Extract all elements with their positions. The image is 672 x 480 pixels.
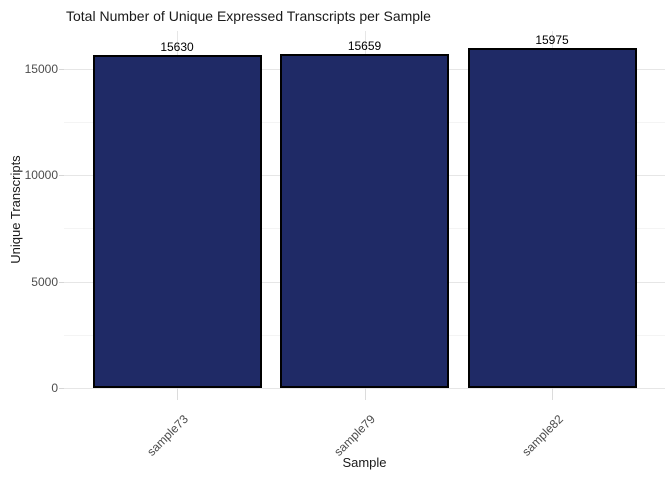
bar-value-label: 15630 bbox=[160, 40, 194, 55]
plot-panel bbox=[64, 31, 665, 389]
x-tick-mark bbox=[552, 388, 553, 400]
y-tick-mark bbox=[59, 175, 64, 176]
y-tick-mark bbox=[59, 281, 64, 283]
x-axis-title: Sample bbox=[342, 455, 387, 470]
y-tick-label: 0 bbox=[51, 381, 58, 395]
bar-sample79 bbox=[280, 54, 449, 388]
y-tick-label: 5000 bbox=[31, 274, 58, 289]
bar-value-label: 15975 bbox=[535, 32, 569, 47]
x-tick-label: sample73 bbox=[144, 412, 191, 459]
x-tick-mark bbox=[364, 388, 366, 400]
y-tick-mark bbox=[59, 388, 64, 389]
bar-value-label: 15659 bbox=[347, 39, 382, 54]
x-tick-label: sample79 bbox=[331, 412, 379, 459]
bar-sample73 bbox=[92, 55, 262, 388]
y-tick-label: 10000 bbox=[24, 168, 58, 182]
bar-sample82 bbox=[467, 47, 637, 388]
x-tick-label: sample82 bbox=[519, 412, 566, 459]
y-tick-mark bbox=[59, 68, 64, 70]
x-tick-mark bbox=[177, 388, 178, 400]
y-axis-title: Unique Transcripts bbox=[8, 155, 23, 264]
y-tick-label: 15000 bbox=[24, 61, 58, 76]
chart-title: Total Number of Unique Expressed Transcr… bbox=[66, 8, 431, 24]
